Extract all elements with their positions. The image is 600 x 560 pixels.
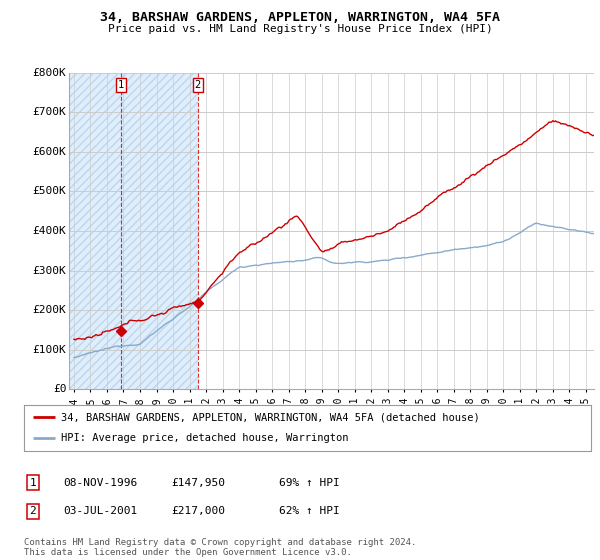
Text: HPI: Average price, detached house, Warrington: HPI: Average price, detached house, Warr… xyxy=(61,433,349,444)
Text: 1: 1 xyxy=(118,80,124,90)
Text: 2: 2 xyxy=(29,506,37,516)
Text: 62% ↑ HPI: 62% ↑ HPI xyxy=(279,506,340,516)
Text: £800K: £800K xyxy=(32,68,67,78)
Text: £300K: £300K xyxy=(32,265,67,276)
Text: Price paid vs. HM Land Registry's House Price Index (HPI): Price paid vs. HM Land Registry's House … xyxy=(107,24,493,34)
Text: £600K: £600K xyxy=(32,147,67,157)
Text: £100K: £100K xyxy=(32,344,67,354)
Text: £500K: £500K xyxy=(32,186,67,197)
Text: 34, BARSHAW GARDENS, APPLETON, WARRINGTON, WA4 5FA: 34, BARSHAW GARDENS, APPLETON, WARRINGTO… xyxy=(100,11,500,24)
Text: 1: 1 xyxy=(29,478,37,488)
Text: 69% ↑ HPI: 69% ↑ HPI xyxy=(279,478,340,488)
Text: £400K: £400K xyxy=(32,226,67,236)
Text: £700K: £700K xyxy=(32,108,67,118)
Text: £200K: £200K xyxy=(32,305,67,315)
Bar xyxy=(69,73,198,389)
Text: £0: £0 xyxy=(53,384,67,394)
Text: 08-NOV-1996: 08-NOV-1996 xyxy=(63,478,137,488)
Text: 34, BARSHAW GARDENS, APPLETON, WARRINGTON, WA4 5FA (detached house): 34, BARSHAW GARDENS, APPLETON, WARRINGTO… xyxy=(61,412,479,422)
Text: £147,950: £147,950 xyxy=(171,478,225,488)
Text: Contains HM Land Registry data © Crown copyright and database right 2024.
This d: Contains HM Land Registry data © Crown c… xyxy=(24,538,416,557)
Text: 2: 2 xyxy=(194,80,201,90)
Text: 03-JUL-2001: 03-JUL-2001 xyxy=(63,506,137,516)
Text: £217,000: £217,000 xyxy=(171,506,225,516)
Bar xyxy=(69,73,198,389)
